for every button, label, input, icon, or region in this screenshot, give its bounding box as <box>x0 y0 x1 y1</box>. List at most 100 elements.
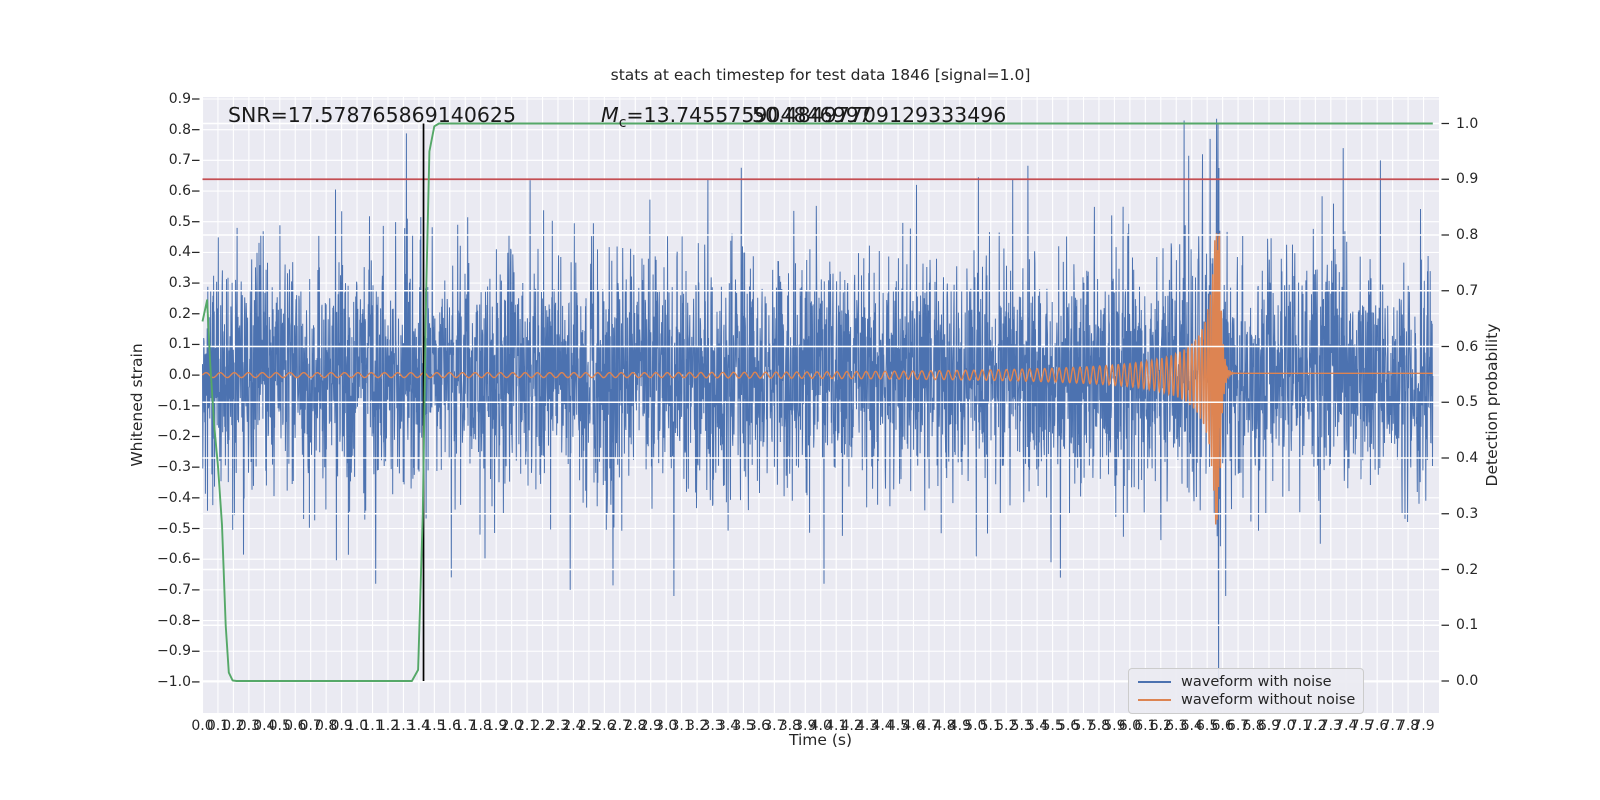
left-tick-label: −0.5 <box>157 520 191 537</box>
x-tick-label: 2.1 <box>515 718 539 734</box>
x-tick-label: 4.6 <box>902 718 925 734</box>
legend-label-signal: waveform without noise <box>1181 692 1356 708</box>
x-tick-label: 5.8 <box>1087 718 1111 734</box>
x-tick-label: 7.8 <box>1396 718 1420 734</box>
x-tick-label: 2.6 <box>593 718 616 734</box>
right-axis-label: Detection probability <box>1483 323 1501 487</box>
left-tick-label: 0.5 <box>168 213 191 230</box>
x-tick-label: 5.4 <box>1025 718 1049 734</box>
x-tick-label: 5.5 <box>1041 718 1064 734</box>
x-tick-label: 5.3 <box>1010 718 1033 734</box>
left-tick-label: 0.9 <box>168 91 191 107</box>
x-tick-label: 4.4 <box>871 718 894 734</box>
x-tick-label: 2.7 <box>608 718 631 734</box>
x-tick-label: 7.3 <box>1319 718 1342 734</box>
x-tick-label: 7.5 <box>1350 718 1373 734</box>
x-tick-label: 3.7 <box>763 718 786 734</box>
legend: waveform with noise waveform without noi… <box>1128 668 1364 714</box>
x-tick-label: 0.3 <box>237 718 260 734</box>
x-tick-label: 4.0 <box>809 718 832 734</box>
x-tick-label: 4.5 <box>886 718 910 734</box>
left-tick-label: −1.0 <box>157 673 191 690</box>
x-tick-label: 7.4 <box>1335 718 1358 734</box>
left-tick-label: 0.7 <box>168 152 191 169</box>
x-tick-label: 0.1 <box>206 718 230 734</box>
x-tick-label: 3.0 <box>655 718 678 734</box>
x-tick-label: 3.5 <box>732 718 755 734</box>
x-tick-label: 2.8 <box>624 718 647 734</box>
x-tick-label: 6.7 <box>1226 718 1250 734</box>
legend-item-signal: waveform without noise <box>1138 691 1356 709</box>
legend-label-noise: waveform with noise <box>1181 674 1332 690</box>
x-tick-label: 4.1 <box>825 718 848 734</box>
x-tick-label: 4.9 <box>948 718 971 734</box>
x-tick-label: 5.6 <box>1056 718 1080 734</box>
x-tick-label: 5.9 <box>1103 718 1126 734</box>
right-tick-label: 1.0 <box>1456 115 1479 132</box>
x-tick-label: 1.5 <box>423 718 446 734</box>
x-tick-label: 4.8 <box>933 718 956 734</box>
x-tick-label: 4.3 <box>855 718 879 734</box>
x-tick-label: 3.1 <box>670 718 693 734</box>
left-tick-label: −0.8 <box>157 612 191 629</box>
x-tick-label: 7.0 <box>1273 718 1296 734</box>
x-tick-label: 0.4 <box>253 718 276 734</box>
chirp-mass-annotation: Mc=13.745575904846997 <box>601 103 872 131</box>
probability-path <box>201 122 1433 682</box>
x-tick-label: 2.5 <box>577 718 601 734</box>
x-tick-label: 0.8 <box>315 718 338 734</box>
x-tick-label: 6.9 <box>1257 718 1281 734</box>
x-tick-label: 4.7 <box>917 718 941 734</box>
x-tick-label: 5.7 <box>1072 718 1095 734</box>
x-tick-label: 6.0 <box>1118 718 1142 734</box>
right-tick-label: 0.8 <box>1456 227 1479 243</box>
x-tick-label: 0.2 <box>222 718 245 734</box>
left-tick-label: 0.3 <box>168 275 191 292</box>
left-tick-label: −0.6 <box>157 551 191 568</box>
left-tick-label: 0.0 <box>168 367 191 384</box>
x-tick-label: 5.0 <box>964 718 987 734</box>
x-tick-label: 7.9 <box>1412 718 1435 734</box>
chirp-mass-value: =13.745575904846997 <box>626 103 872 127</box>
x-tick-label: 4.2 <box>840 718 863 734</box>
x-tick-label: 1.9 <box>485 718 508 734</box>
right-tick-label: 0.1 <box>1456 617 1479 634</box>
x-tick-label: 1.3 <box>392 718 415 734</box>
x-tick-label: 6.2 <box>1149 718 1172 734</box>
x-tick-label: 7.6 <box>1366 718 1389 734</box>
left-tick-label: 0.8 <box>168 121 191 138</box>
right-tick-label: 0.7 <box>1456 282 1479 299</box>
x-tick-label: 0.5 <box>268 718 291 734</box>
right-tick-label: 0.4 <box>1456 450 1479 466</box>
x-tick-label: 6.6 <box>1211 718 1234 734</box>
x-tick-label: 6.1 <box>1134 718 1157 734</box>
x-tick-label: 2.0 <box>500 718 523 734</box>
right-tick-label: 0.0 <box>1456 673 1479 689</box>
x-tick-label: 0.0 <box>191 718 214 734</box>
left-tick-label: 0.6 <box>168 183 191 200</box>
left-tick-label: 0.2 <box>168 305 191 322</box>
x-tick-label: 0.9 <box>330 718 353 734</box>
chirp-mass-subscript: c <box>618 115 627 132</box>
x-tick-label: 1.7 <box>454 718 477 734</box>
x-tick-label: 7.2 <box>1304 718 1327 734</box>
x-tick-label: 6.5 <box>1196 718 1219 734</box>
x-tick-label: 6.3 <box>1165 718 1188 734</box>
left-tick-label: −0.1 <box>157 397 191 414</box>
legend-line-blue-icon <box>1138 681 1171 683</box>
x-tick-label: 3.3 <box>701 718 724 734</box>
x-axis-label: Time (s) <box>788 731 853 749</box>
x-tick-label: 1.8 <box>469 718 492 734</box>
left-tick-label: −0.9 <box>157 643 191 660</box>
x-tick-label: 2.9 <box>639 718 662 734</box>
x-tick-label: 3.6 <box>747 718 771 734</box>
x-tick-label: 3.9 <box>794 718 817 734</box>
x-tick-label: 3.2 <box>685 718 709 734</box>
x-tick-label: 5.1 <box>979 718 1002 734</box>
x-tick-label: 1.4 <box>407 718 431 734</box>
x-tick-label: 2.2 <box>531 718 554 734</box>
snr-annotation: SNR=17.578765869140625 <box>228 103 517 127</box>
x-tick-label: 2.3 <box>546 718 570 734</box>
overlapping-value-annotation: 50.48497709129333496 <box>752 103 1007 127</box>
